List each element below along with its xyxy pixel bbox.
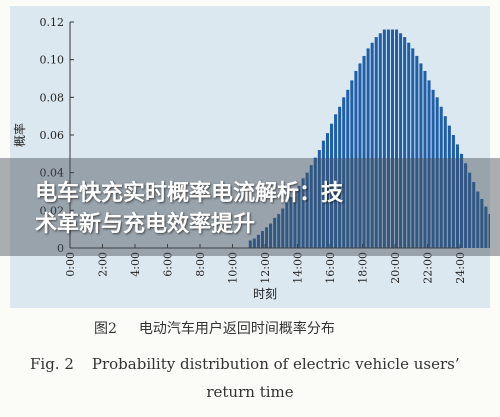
bar bbox=[468, 172, 472, 248]
bar bbox=[447, 125, 451, 248]
x-tick-label: 0:00 bbox=[64, 252, 77, 277]
bar bbox=[395, 29, 399, 249]
banner-line-2: 术革新与充电效率提升 bbox=[35, 212, 256, 237]
y-tick-label: 0.10 bbox=[40, 54, 65, 67]
bar bbox=[289, 197, 293, 248]
bar bbox=[370, 42, 374, 248]
bar bbox=[439, 106, 443, 248]
banner-title[interactable]: 电车快充实时概率电流解析：技 术革新与充电效率提升 bbox=[35, 178, 475, 240]
bar bbox=[297, 185, 301, 248]
x-tick-label: 16:00 bbox=[324, 252, 337, 284]
y-tick-label: 0.04 bbox=[40, 167, 65, 180]
bar bbox=[260, 231, 264, 248]
y-tick-label: 0.08 bbox=[40, 91, 65, 104]
y-tick-label: 0 bbox=[57, 242, 64, 255]
bar bbox=[464, 163, 468, 248]
bar bbox=[415, 55, 419, 249]
bar bbox=[386, 29, 390, 249]
caption-chinese: 图2 电动汽车用户返回时间概率分布 bbox=[94, 318, 335, 338]
bar bbox=[334, 114, 338, 248]
x-tick-label: 8:00 bbox=[194, 252, 207, 277]
x-tick-label: 22:00 bbox=[422, 252, 435, 284]
bar bbox=[248, 240, 252, 248]
bar bbox=[411, 48, 415, 249]
bar bbox=[480, 199, 484, 248]
bar bbox=[346, 89, 350, 248]
bar bbox=[273, 217, 277, 248]
bar bbox=[325, 133, 329, 248]
x-tick-label: 6:00 bbox=[162, 252, 175, 277]
caption-cn-figure-number: 图2 bbox=[94, 321, 117, 337]
bar bbox=[362, 55, 366, 249]
bar bbox=[431, 89, 435, 248]
bar bbox=[435, 97, 439, 248]
bar bbox=[488, 214, 490, 248]
caption-en-text-1: Probability distribution of electric veh… bbox=[91, 355, 460, 373]
bar bbox=[460, 153, 464, 248]
caption-en-figure-number: Fig. 2 bbox=[30, 355, 74, 373]
bar bbox=[374, 37, 378, 248]
x-tick-label: 12:00 bbox=[259, 252, 272, 284]
y-tick-label: 0.12 bbox=[40, 16, 65, 29]
bar bbox=[423, 70, 427, 248]
bar bbox=[342, 97, 346, 248]
bar bbox=[399, 33, 403, 248]
x-tick-label: 24:00 bbox=[454, 252, 467, 284]
bar bbox=[390, 29, 394, 249]
bar bbox=[358, 63, 362, 249]
bar bbox=[338, 106, 342, 248]
x-tick-label: 20:00 bbox=[389, 252, 402, 284]
x-tick-label: 2:00 bbox=[97, 252, 110, 277]
caption-cn-text: 电动汽车用户返回时间概率分布 bbox=[138, 321, 335, 337]
bar bbox=[382, 29, 386, 249]
x-tick-label: 10:00 bbox=[227, 252, 240, 284]
y-tick-label: 0.06 bbox=[40, 129, 65, 142]
bar bbox=[403, 37, 407, 248]
bar bbox=[305, 172, 309, 248]
bar bbox=[293, 191, 297, 248]
y-tick-label: 0.02 bbox=[40, 204, 65, 217]
caption-english-line-2: return time bbox=[206, 383, 294, 401]
bar bbox=[472, 182, 476, 248]
bar bbox=[256, 234, 260, 248]
bar bbox=[285, 202, 289, 248]
bar bbox=[476, 191, 480, 248]
bar bbox=[301, 178, 305, 248]
bar bbox=[313, 157, 317, 248]
x-tick-label: 4:00 bbox=[129, 252, 142, 277]
overlay-banner bbox=[0, 158, 500, 256]
bar bbox=[354, 70, 358, 248]
chart-figure: 0 0.02 0.04 0.06 0.08 0.10 0.12 0:00 2:00 4:00 6:0… bbox=[10, 6, 490, 308]
bar bbox=[484, 206, 488, 248]
bar bbox=[451, 135, 455, 248]
bar bbox=[309, 165, 313, 248]
bar bbox=[252, 238, 256, 248]
x-tick-label: 18:00 bbox=[357, 252, 370, 284]
bar bbox=[350, 80, 354, 248]
bar bbox=[419, 63, 423, 249]
bar bbox=[378, 33, 382, 248]
bar bbox=[443, 116, 447, 248]
banner-line-1: 电车快充实时概率电流解析：技 bbox=[35, 181, 344, 206]
bar bbox=[407, 42, 411, 248]
bar bbox=[330, 123, 334, 248]
bar bbox=[455, 144, 459, 248]
bar bbox=[321, 140, 325, 248]
bar bbox=[427, 80, 431, 248]
bar bbox=[366, 48, 370, 249]
y-axis-label: 概率 bbox=[12, 123, 27, 147]
x-axis-label: 时刻 bbox=[253, 287, 277, 301]
bar bbox=[281, 208, 285, 248]
caption-english-line-1: Fig. 2 Probability distribution of electr… bbox=[30, 355, 460, 373]
x-tick-label: 14:00 bbox=[292, 252, 305, 284]
bar bbox=[277, 214, 281, 248]
bar bbox=[265, 227, 269, 248]
bar bbox=[269, 223, 273, 248]
chart-plot: 0 0.02 0.04 0.06 0.08 0.10 0.12 0:00 2:00 4:00 6:0… bbox=[12, 16, 490, 301]
bar bbox=[317, 150, 321, 248]
